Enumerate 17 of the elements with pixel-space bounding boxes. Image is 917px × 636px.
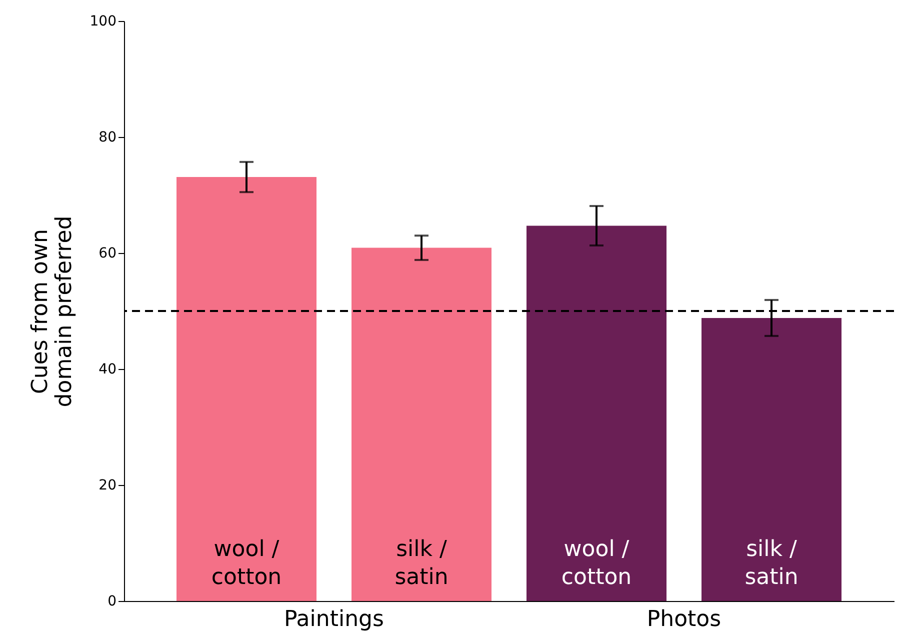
bar bbox=[176, 177, 316, 601]
x-tick-label: wool / cotton bbox=[561, 537, 632, 590]
x-tick-label: silk / satin bbox=[744, 537, 798, 590]
bar bbox=[352, 248, 492, 601]
text: Photos bbox=[646, 607, 722, 632]
y-tick-label: 80 bbox=[98, 130, 116, 146]
y-tick-label: 40 bbox=[98, 362, 116, 378]
bar bbox=[526, 226, 666, 601]
text: Paintings bbox=[284, 607, 384, 632]
y-axis-title: Cues from own domain preferred bbox=[28, 216, 77, 408]
x-tick-label: silk / satin bbox=[394, 537, 448, 590]
y-tick-label: 100 bbox=[90, 14, 116, 30]
y-tick-label: 20 bbox=[98, 478, 116, 494]
y-tick-label: 0 bbox=[108, 594, 116, 610]
x-tick-label: wool / cotton bbox=[211, 537, 282, 590]
bar bbox=[702, 318, 842, 601]
y-tick-label: 60 bbox=[98, 246, 116, 262]
